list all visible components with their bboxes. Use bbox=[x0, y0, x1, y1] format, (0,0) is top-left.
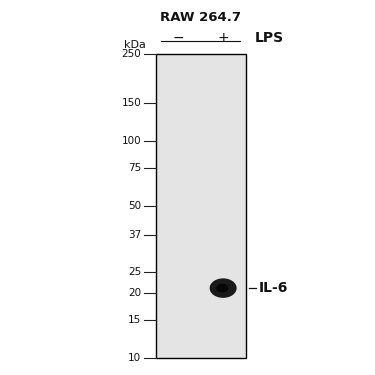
Text: IL-6: IL-6 bbox=[259, 281, 288, 295]
Text: 100: 100 bbox=[122, 136, 141, 146]
Text: 50: 50 bbox=[128, 201, 141, 211]
Text: 10: 10 bbox=[128, 353, 141, 363]
Text: kDa: kDa bbox=[124, 39, 146, 50]
Text: +: + bbox=[217, 31, 229, 45]
Text: 20: 20 bbox=[128, 288, 141, 298]
Text: 150: 150 bbox=[122, 98, 141, 108]
Text: LPS: LPS bbox=[255, 31, 284, 45]
Text: 37: 37 bbox=[128, 230, 141, 240]
Text: −: − bbox=[172, 31, 184, 45]
Text: 15: 15 bbox=[128, 315, 141, 325]
Text: 250: 250 bbox=[122, 50, 141, 59]
Text: RAW 264.7: RAW 264.7 bbox=[160, 11, 241, 24]
Text: 25: 25 bbox=[128, 267, 141, 277]
Text: 75: 75 bbox=[128, 163, 141, 173]
